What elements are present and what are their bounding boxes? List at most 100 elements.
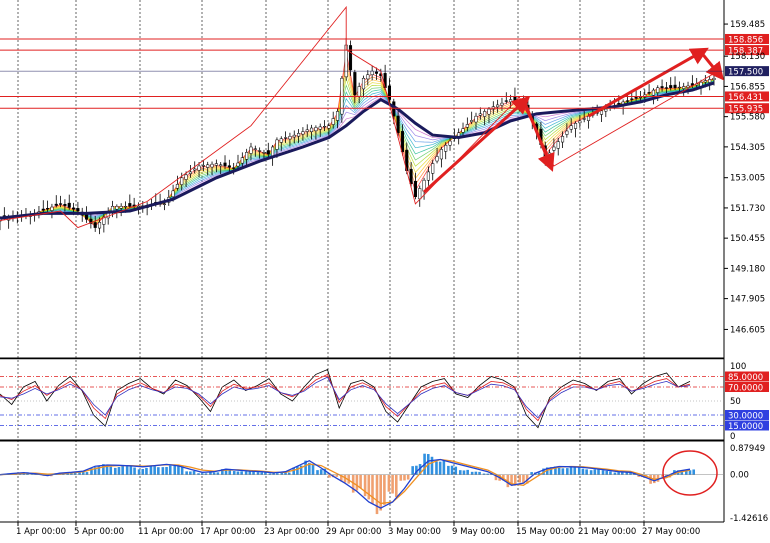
macd-bar bbox=[200, 473, 204, 475]
macd-bar bbox=[561, 468, 565, 475]
macd-bar bbox=[458, 470, 462, 475]
candle-body bbox=[240, 157, 244, 164]
candle-body bbox=[210, 163, 214, 168]
level-label-box bbox=[725, 33, 769, 44]
candle-body bbox=[599, 110, 604, 115]
macd-bar bbox=[165, 466, 168, 475]
candle-body bbox=[197, 165, 201, 171]
candle-body bbox=[327, 125, 331, 129]
candle-body bbox=[223, 162, 227, 167]
macd-bar bbox=[450, 465, 454, 475]
macd-bar bbox=[81, 471, 85, 475]
candle-body bbox=[314, 127, 318, 132]
candle-body bbox=[439, 149, 443, 160]
candle-body bbox=[470, 120, 474, 123]
macd-bar bbox=[549, 467, 553, 475]
trend-arrow bbox=[699, 51, 724, 81]
macd-bar bbox=[280, 472, 284, 475]
time-axis-label: 3 May 00:00 bbox=[388, 527, 441, 537]
candle-body bbox=[89, 218, 93, 224]
level-label: 155.935 bbox=[728, 105, 763, 115]
macd-bar bbox=[418, 464, 422, 475]
candle-body bbox=[206, 164, 210, 168]
price-tick-label: 147.905 bbox=[730, 295, 765, 305]
macd-bar bbox=[621, 471, 624, 475]
candle-body bbox=[115, 206, 119, 210]
candle-body bbox=[258, 150, 262, 152]
candle-body bbox=[93, 222, 97, 228]
time-axis-label: 9 May 00:00 bbox=[452, 527, 505, 537]
candle-body bbox=[284, 137, 288, 139]
macd-bar bbox=[577, 467, 581, 475]
macd-bar bbox=[379, 474, 382, 511]
macd-main-line bbox=[0, 458, 691, 509]
time-axis-label: 23 Apr 00:00 bbox=[264, 527, 319, 537]
macd-bar bbox=[204, 473, 208, 475]
osc-level-box bbox=[725, 382, 769, 392]
candle-body bbox=[184, 174, 188, 180]
macd-bar bbox=[189, 471, 192, 475]
macd-bar bbox=[573, 466, 577, 475]
macd-bar bbox=[256, 472, 260, 475]
macd-bar bbox=[692, 469, 695, 475]
candle-body bbox=[253, 148, 257, 150]
candle-body bbox=[180, 177, 184, 185]
osc-level-box bbox=[725, 410, 769, 420]
macd-bar bbox=[30, 474, 34, 475]
macd-bar bbox=[680, 470, 684, 475]
macd-bar bbox=[113, 467, 117, 475]
macd-bar bbox=[340, 474, 343, 482]
candle-body bbox=[664, 87, 668, 89]
time-axis-label: 15 May 00:00 bbox=[516, 527, 574, 537]
macd-bar bbox=[403, 474, 406, 481]
macd-bar bbox=[466, 469, 469, 475]
candle-body bbox=[305, 129, 309, 132]
candle-body bbox=[46, 208, 50, 210]
candle-body bbox=[262, 152, 266, 154]
macd-bar bbox=[137, 469, 141, 475]
macd-bar bbox=[185, 471, 188, 475]
osc-tick-label: 100 bbox=[730, 362, 746, 372]
time-axis-label: 21 May 00:00 bbox=[578, 527, 636, 537]
macd-bar bbox=[617, 472, 620, 475]
candle-body bbox=[41, 208, 45, 211]
time-axis-label: 11 Apr 00:00 bbox=[138, 527, 193, 537]
macd-bar bbox=[133, 467, 136, 475]
macd-bar bbox=[141, 468, 145, 475]
candle-body bbox=[318, 126, 322, 130]
candle-body bbox=[292, 134, 296, 138]
candle-body bbox=[50, 206, 54, 211]
time-axis-label: 1 Apr 00:00 bbox=[16, 527, 66, 537]
macd-bar bbox=[287, 472, 291, 475]
candle-body bbox=[504, 100, 508, 102]
macd-bar bbox=[129, 466, 133, 475]
macd-bar bbox=[613, 472, 617, 475]
macd-bar bbox=[244, 471, 248, 475]
trend-arrow bbox=[587, 47, 709, 118]
candle-body bbox=[297, 133, 301, 137]
macd-bar bbox=[363, 474, 367, 497]
macd-bar bbox=[308, 462, 311, 475]
time-axis-label: 29 Apr 00:00 bbox=[326, 527, 381, 537]
candle-body bbox=[119, 206, 123, 209]
macd-bar bbox=[240, 471, 243, 475]
macd-bar bbox=[554, 466, 557, 475]
candle-body bbox=[353, 72, 357, 96]
candle-body bbox=[322, 125, 327, 128]
macd-bar bbox=[93, 467, 97, 475]
candle-body bbox=[97, 222, 102, 229]
macd-bar bbox=[153, 465, 156, 475]
candle-body bbox=[660, 86, 664, 88]
candle-body bbox=[245, 152, 249, 160]
candle-body bbox=[249, 146, 253, 154]
macd-bar bbox=[97, 465, 101, 475]
macd-bar bbox=[177, 465, 180, 475]
candle-body bbox=[0, 217, 2, 222]
macd-bar bbox=[212, 472, 216, 475]
macd-bar bbox=[394, 474, 398, 497]
macd-bar bbox=[383, 474, 386, 505]
macd-bar bbox=[685, 470, 688, 475]
candle-body bbox=[677, 86, 681, 89]
macd-bar bbox=[299, 465, 303, 475]
